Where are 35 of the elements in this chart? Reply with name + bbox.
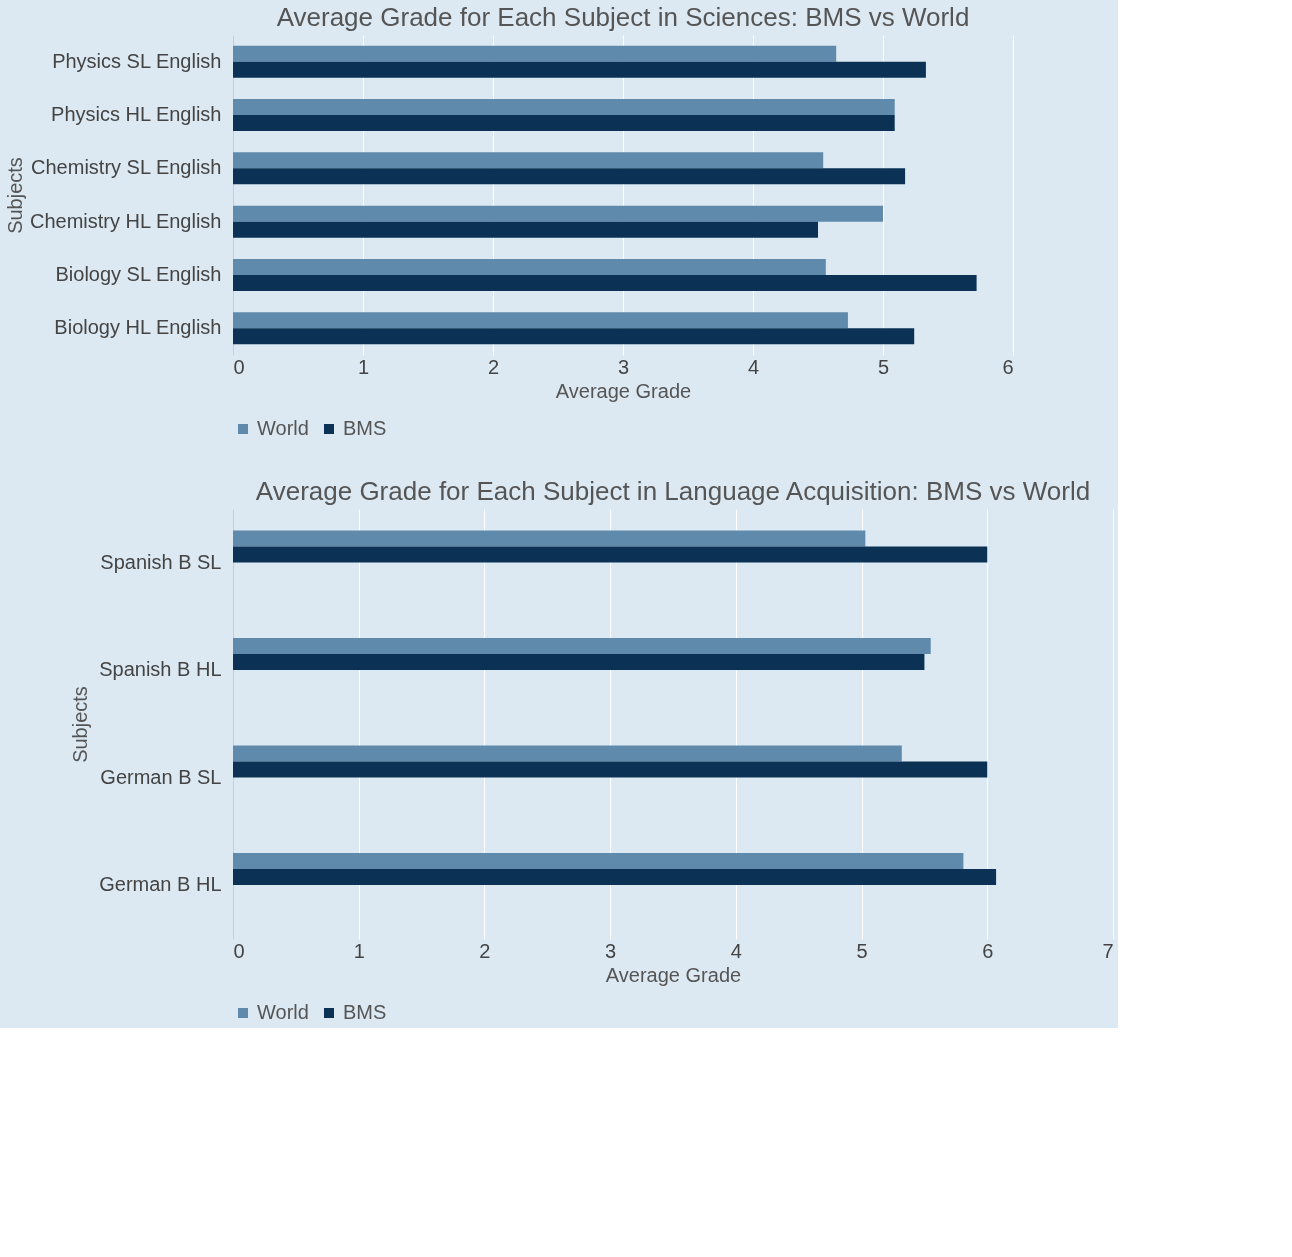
y-axis-title: Subjects (3, 157, 26, 234)
y-tick-label: Physics HL English (51, 103, 222, 125)
y-tick-label: Spanish B SL (100, 550, 222, 573)
y-tick-label: Biology SL English (55, 263, 222, 285)
y-tick-label: Physics SL English (52, 49, 222, 72)
x-axis-title: Average Grade (555, 379, 692, 402)
y-tick-label: Biology HL English (54, 316, 222, 339)
x-tick-label: 3 (605, 939, 617, 962)
legend-label: BMS (343, 1001, 387, 1023)
x-tick-label: 5 (856, 939, 868, 962)
y-tick-label: German B HL (99, 873, 222, 896)
x-tick-label: 0 (233, 355, 245, 378)
y-tick-label: Spanish B HL (99, 658, 222, 681)
x-tick-label: 1 (353, 939, 365, 962)
x-tick-label: 7 (1102, 939, 1114, 962)
x-tick-label: 0 (233, 939, 245, 962)
x-tick-label: 6 (1002, 355, 1014, 378)
legend-label: World (257, 417, 309, 439)
x-tick-label: 2 (487, 355, 500, 378)
x-tick-label: 3 (617, 355, 630, 378)
legend-label: World (257, 1001, 309, 1023)
x-axis-title: Average Grade (605, 963, 742, 986)
chart-title: Average Grade for Each Subject in Sciences: BMS vs World (276, 2, 970, 32)
y-tick-label: German B SL (100, 765, 222, 788)
chart-title: Average Grade for Each Subject in Language Acquisition: BMS vs World (255, 476, 1091, 506)
legend-label: BMS (343, 417, 387, 439)
y-axis-title: Subjects (69, 686, 92, 763)
x-tick-label: 1 (357, 355, 370, 378)
x-tick-label: 6 (982, 939, 994, 962)
x-tick-label: 5 (877, 355, 890, 378)
y-tick-label: Chemistry HL English (29, 209, 222, 232)
y-tick-label: Chemistry SL English (31, 156, 222, 179)
x-tick-label: 4 (747, 355, 760, 378)
x-tick-label: 4 (730, 939, 742, 962)
x-tick-label: 2 (479, 939, 491, 962)
